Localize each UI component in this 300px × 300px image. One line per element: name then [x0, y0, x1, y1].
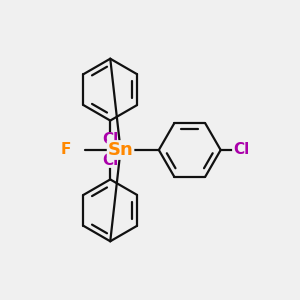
Text: Cl: Cl: [102, 132, 119, 147]
Text: Sn: Sn: [108, 141, 134, 159]
Text: Cl: Cl: [233, 142, 249, 158]
Text: F: F: [61, 142, 71, 158]
Text: Cl: Cl: [102, 153, 119, 168]
